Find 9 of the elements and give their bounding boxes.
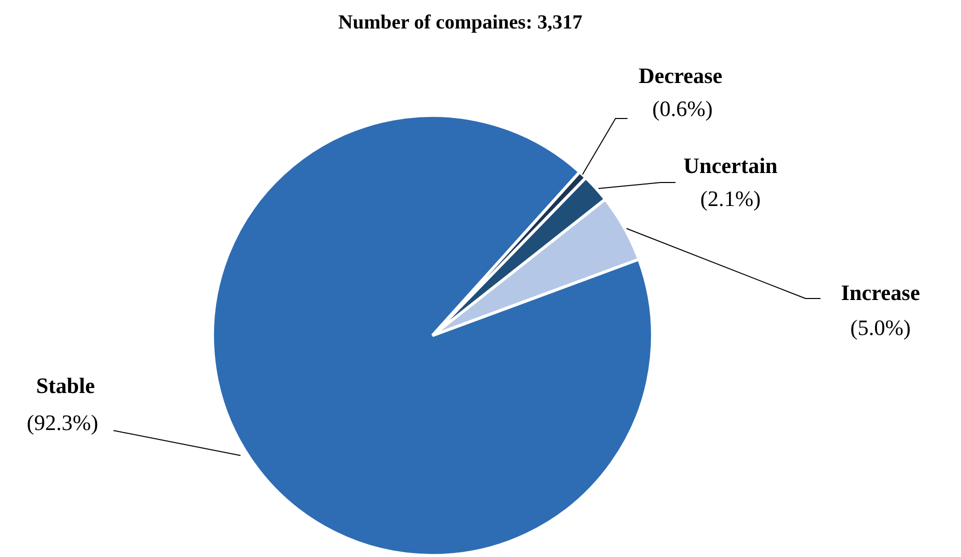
slice-label: Increase <box>840 280 920 305</box>
data-label: (92.3%) <box>26 410 98 435</box>
slice-label: Stable <box>36 373 96 398</box>
data-label: (0.6%) <box>652 96 713 121</box>
data-label: (2.1%) <box>700 186 761 211</box>
data-label: (5.0%) <box>850 315 911 340</box>
slice-label: Decrease <box>638 63 723 88</box>
chart-title: Number of compaines: 3,317 <box>338 12 582 34</box>
slice-label: Uncertain <box>683 153 778 178</box>
